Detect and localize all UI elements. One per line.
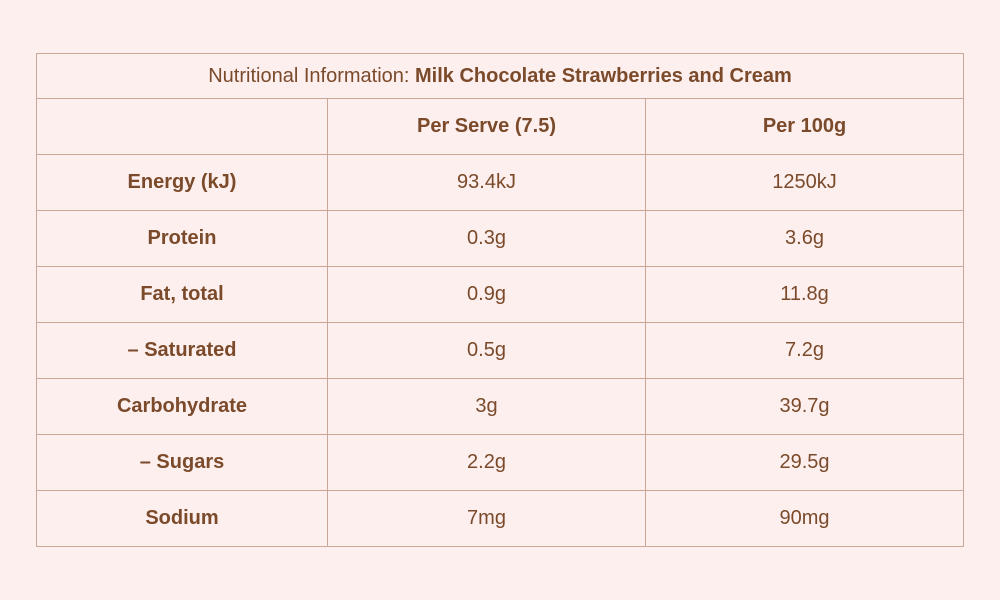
header-row: Per Serve (7.5) Per 100g bbox=[36, 98, 965, 155]
table-row: Fat, total 0.9g 11.8g bbox=[36, 266, 965, 323]
per-100g-value: 1250kJ bbox=[644, 154, 965, 211]
row-label: Carbohydrate bbox=[36, 378, 328, 435]
title-product: Milk Chocolate Strawberries and Cream bbox=[415, 64, 792, 87]
row-label: Energy (kJ) bbox=[36, 154, 328, 211]
per-100g-value: 90mg bbox=[644, 490, 965, 547]
row-label: Sodium bbox=[36, 490, 328, 547]
nutrition-table: Nutritional Information: Milk Chocolate … bbox=[35, 53, 965, 547]
per-serve-value: 0.9g bbox=[327, 266, 646, 323]
per-100g-value: 29.5g bbox=[644, 434, 965, 491]
per-serve-value: 3g bbox=[327, 378, 646, 435]
per-100g-value: 3.6g bbox=[644, 210, 965, 267]
table-row: Carbohydrate 3g 39.7g bbox=[36, 378, 965, 435]
row-label: – Saturated bbox=[36, 322, 328, 379]
table-title: Nutritional Information: Milk Chocolate … bbox=[35, 53, 965, 99]
title-row: Nutritional Information: Milk Chocolate … bbox=[35, 53, 965, 99]
row-label: Protein bbox=[36, 210, 328, 267]
column-header-per-100g: Per 100g bbox=[644, 98, 965, 155]
per-100g-value: 7.2g bbox=[644, 322, 965, 379]
per-100g-value: 11.8g bbox=[644, 266, 965, 323]
per-serve-value: 93.4kJ bbox=[327, 154, 646, 211]
row-label: – Sugars bbox=[36, 434, 328, 491]
per-serve-value: 7mg bbox=[327, 490, 646, 547]
per-serve-value: 2.2g bbox=[327, 434, 646, 491]
table-row: – Saturated 0.5g 7.2g bbox=[36, 322, 965, 379]
column-header-per-serve: Per Serve (7.5) bbox=[327, 98, 646, 155]
table-row: Energy (kJ) 93.4kJ 1250kJ bbox=[36, 154, 965, 211]
title-prefix: Nutritional Information: bbox=[208, 64, 410, 87]
per-serve-value: 0.3g bbox=[327, 210, 646, 267]
table-row: Protein 0.3g 3.6g bbox=[36, 210, 965, 267]
row-label: Fat, total bbox=[36, 266, 328, 323]
per-serve-value: 0.5g bbox=[327, 322, 646, 379]
table-row: Sodium 7mg 90mg bbox=[36, 490, 965, 547]
table-row: – Sugars 2.2g 29.5g bbox=[36, 434, 965, 491]
per-100g-value: 39.7g bbox=[644, 378, 965, 435]
column-header-empty bbox=[36, 98, 328, 155]
